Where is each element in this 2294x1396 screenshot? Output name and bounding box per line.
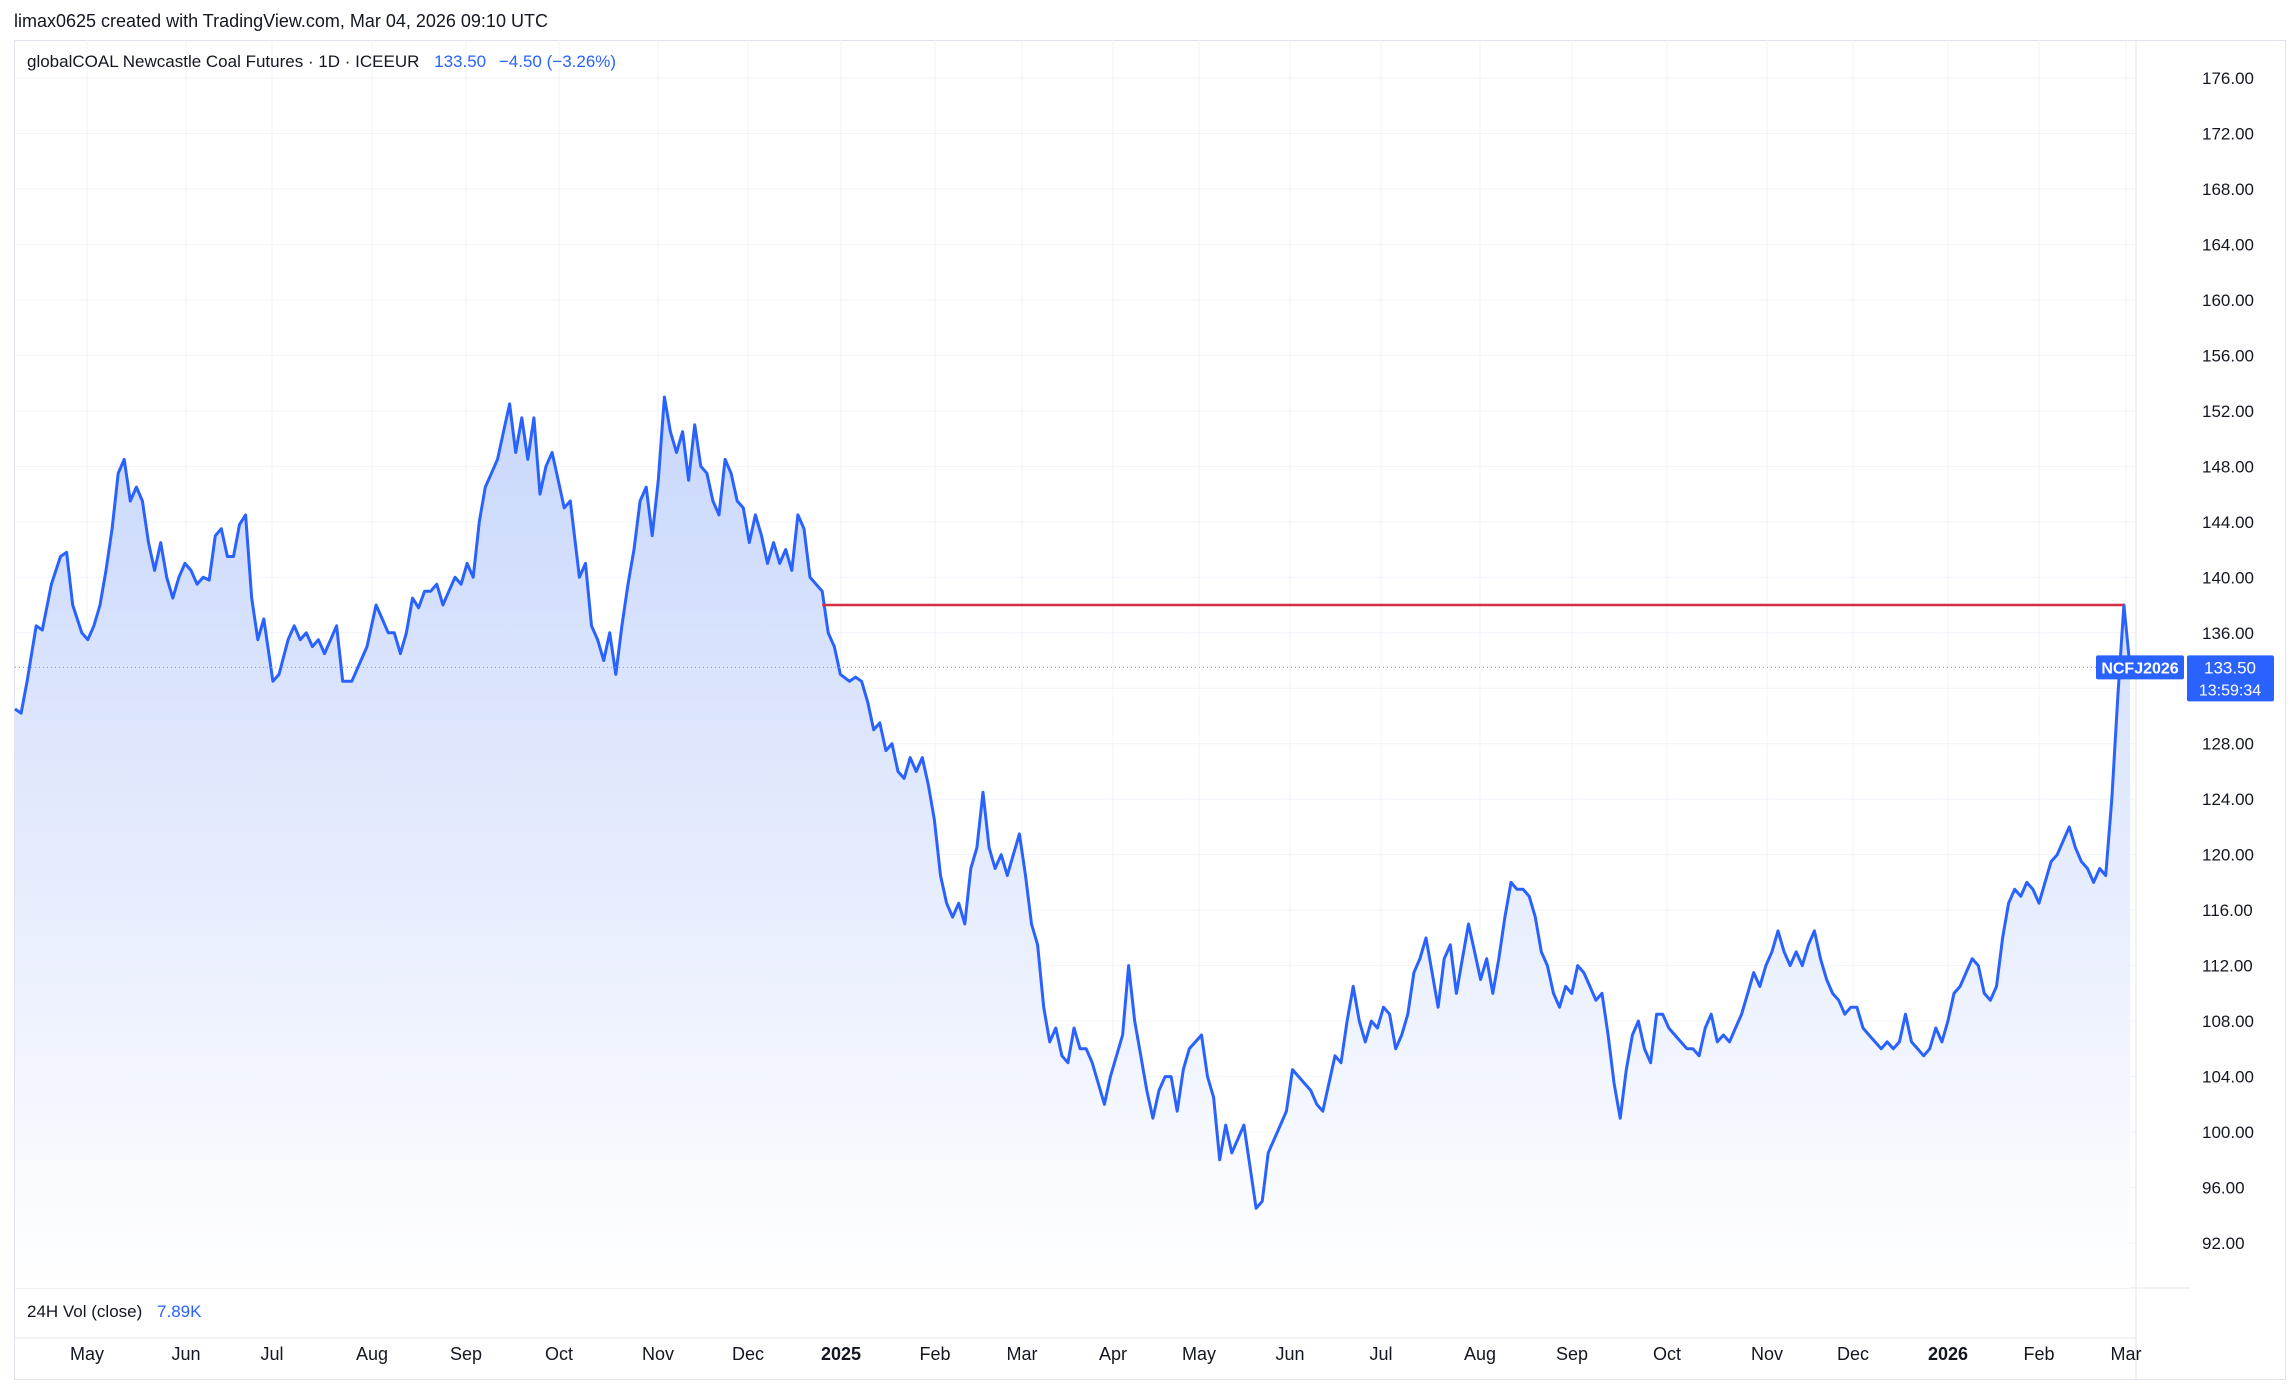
price-badge-value: 133.50 bbox=[2204, 658, 2256, 677]
y-tick-label: 148.00 bbox=[2202, 457, 2254, 476]
y-tick-label: 144.00 bbox=[2202, 513, 2254, 532]
x-tick-label: Aug bbox=[1464, 1344, 1496, 1364]
chart-caption: limax0625 created with TradingView.com, … bbox=[14, 11, 548, 31]
y-tick-label: 140.00 bbox=[2202, 568, 2254, 587]
price-line-series bbox=[14, 395, 2136, 1210]
y-tick-label: 108.00 bbox=[2202, 1012, 2254, 1031]
x-tick-label: May bbox=[1182, 1344, 1216, 1364]
x-tick-label: Dec bbox=[732, 1344, 764, 1364]
y-tick-label: 112.00 bbox=[2202, 957, 2253, 976]
x-tick-label: Feb bbox=[919, 1344, 950, 1364]
y-tick-label: 168.00 bbox=[2202, 180, 2254, 199]
y-tick-label: 176.00 bbox=[2202, 69, 2254, 88]
y-tick-label: 128.00 bbox=[2202, 735, 2254, 754]
volume-label[interactable]: 24H Vol (close) bbox=[27, 1302, 143, 1321]
y-tick-label: 152.00 bbox=[2202, 402, 2254, 421]
y-tick-label: 100.00 bbox=[2202, 1123, 2254, 1142]
ticker-badge bbox=[2096, 655, 2184, 680]
symbol-legend[interactable]: globalCOAL Newcastle Coal Futures · 1D ·… bbox=[27, 52, 616, 72]
time-axis[interactable]: May Jun Jul Aug Sep Oct Nov Dec 2025 Feb Mar Apr May… bbox=[70, 1344, 2142, 1364]
x-tick-label: 2025 bbox=[821, 1344, 861, 1364]
x-tick-label: Jul bbox=[1369, 1344, 1392, 1364]
price-area-fill bbox=[15, 397, 2130, 1288]
y-tick-label: 92.00 bbox=[2202, 1234, 2245, 1253]
x-tick-label: Mar bbox=[1007, 1344, 1038, 1364]
y-tick-label: 116.00 bbox=[2202, 901, 2253, 920]
x-tick-label: Jul bbox=[260, 1344, 283, 1364]
y-tick-label: 96.00 bbox=[2202, 1179, 2245, 1198]
price-area bbox=[15, 397, 2130, 1288]
x-tick-label: Nov bbox=[1751, 1344, 1783, 1364]
x-tick-label: Oct bbox=[1653, 1344, 1681, 1364]
y-tick-label: 120.00 bbox=[2202, 846, 2254, 865]
x-tick-label: 2026 bbox=[1928, 1344, 1968, 1364]
symbol-title[interactable]: globalCOAL Newcastle Coal Futures · 1D ·… bbox=[27, 52, 420, 71]
price-badge-countdown: 13:59:34 bbox=[2199, 682, 2261, 699]
x-tick-label: Jun bbox=[171, 1344, 200, 1364]
volume-value: 7.89K bbox=[157, 1302, 202, 1321]
y-tick-label: 172.00 bbox=[2202, 124, 2254, 143]
x-tick-label: Sep bbox=[450, 1344, 482, 1364]
x-tick-label: Mar bbox=[2111, 1344, 2142, 1364]
x-tick-label: Feb bbox=[2023, 1344, 2054, 1364]
x-tick-label: Nov bbox=[642, 1344, 674, 1364]
price-badge bbox=[2187, 655, 2274, 702]
y-tick-label: 156.00 bbox=[2202, 346, 2254, 365]
x-tick-label: Jun bbox=[1275, 1344, 1304, 1364]
x-tick-label: Oct bbox=[545, 1344, 573, 1364]
volume-legend[interactable]: 24H Vol (close) 7.89K bbox=[27, 1302, 201, 1322]
y-tick-label: 104.00 bbox=[2202, 1068, 2254, 1087]
x-tick-label: May bbox=[70, 1344, 104, 1364]
y-tick-label: 160.00 bbox=[2202, 291, 2254, 310]
y-tick-label: 136.00 bbox=[2202, 624, 2254, 643]
x-tick-label: Apr bbox=[1099, 1344, 1127, 1364]
last-price-label: NCFJ2026 133.50 13:59:34 bbox=[2096, 655, 2274, 702]
x-tick-label: Aug bbox=[356, 1344, 388, 1364]
x-tick-label: Dec bbox=[1837, 1344, 1869, 1364]
ticker-badge-text: NCFJ2026 bbox=[2101, 660, 2178, 677]
legend-last-value: 133.50 bbox=[434, 52, 487, 71]
legend-change: −4.50 (−3.26%) bbox=[498, 52, 617, 71]
x-tick-label: Sep bbox=[1556, 1344, 1588, 1364]
price-line bbox=[14, 395, 2132, 1210]
y-tick-label: 164.00 bbox=[2202, 235, 2254, 254]
y-tick-label: 124.00 bbox=[2202, 790, 2254, 809]
